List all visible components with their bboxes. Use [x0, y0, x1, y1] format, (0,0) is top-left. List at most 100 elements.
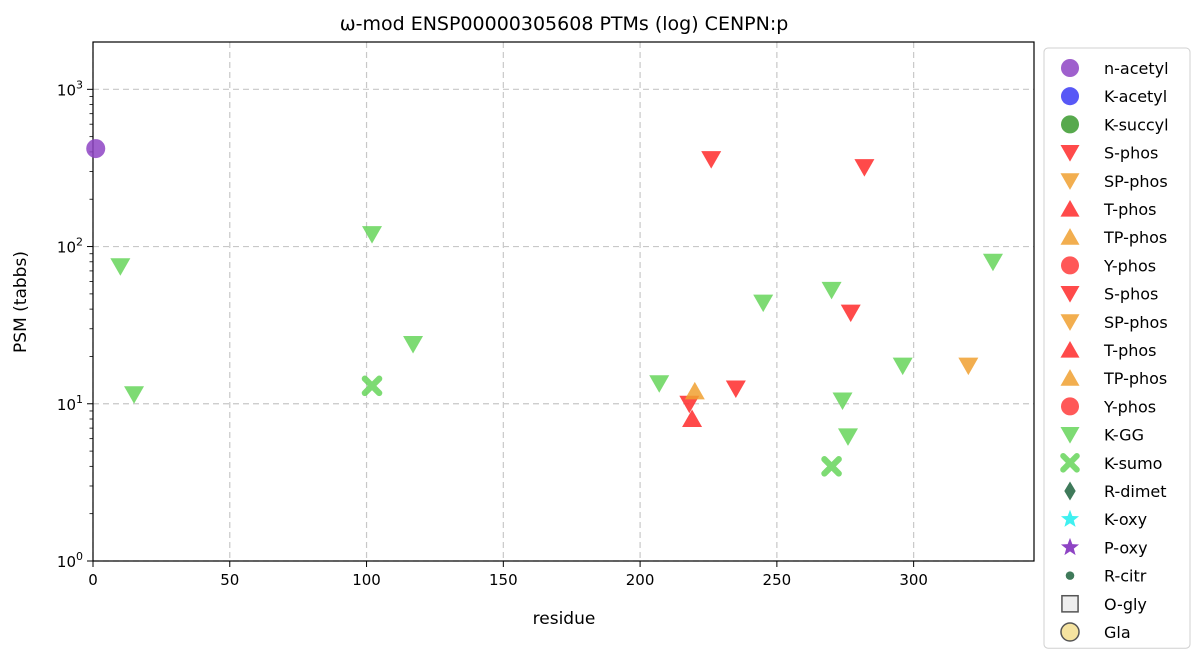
legend-label: K-acetyl — [1104, 87, 1167, 106]
legend: n-acetyl K-acetyl K-succyl S-phos SP-phos T-p… — [1043, 47, 1191, 649]
legend-label: TP-phos — [1103, 369, 1167, 388]
legend-item: n-acetyl — [1060, 58, 1169, 78]
data-point-k-gg — [649, 375, 670, 393]
legend-marker — [1060, 340, 1080, 358]
legend-label: K-sumo — [1104, 454, 1162, 473]
x-tick-label: 200 — [626, 571, 655, 589]
data-point-t-phos — [682, 409, 703, 428]
y-axis-label: PSM (tabbs) — [11, 251, 31, 353]
y-tick-label: 103 — [57, 78, 83, 99]
legend-marker — [1060, 256, 1080, 275]
legend-item: S-phos — [1060, 144, 1158, 163]
x-tick-label: 0 — [88, 571, 98, 589]
legend-marker — [1060, 286, 1080, 303]
legend-label: T-phos — [1103, 341, 1157, 360]
data-point-k-sumo — [361, 375, 383, 397]
data-point-n-acetyl — [86, 139, 106, 159]
legend-item: K-GG — [1060, 426, 1144, 445]
legend-marker — [1064, 481, 1076, 501]
legend-label: K-succyl — [1104, 115, 1169, 134]
legend-label: n-acetyl — [1104, 59, 1169, 78]
legend-marker — [1060, 145, 1080, 162]
legend-marker — [1060, 622, 1080, 642]
legend-marker — [1060, 228, 1080, 245]
data-point-s-phos — [701, 151, 722, 169]
legend-item: S-phos — [1060, 285, 1158, 304]
data-point-k-gg — [403, 335, 424, 354]
data-point-k-gg — [832, 392, 853, 410]
legend-marker — [1060, 369, 1080, 386]
legend-label: R-dimet — [1104, 482, 1167, 501]
legend-label: SP-phos — [1104, 172, 1168, 191]
legend-label: Y-phos — [1103, 256, 1156, 275]
plot-frame — [92, 41, 1035, 562]
legend-label: SP-phos — [1104, 313, 1168, 332]
legend-label: T-phos — [1103, 200, 1157, 219]
legend-item: T-phos — [1060, 340, 1157, 360]
legend-item: K-succyl — [1060, 115, 1169, 134]
legend-marker — [1061, 594, 1079, 613]
data-point-s-phos — [725, 380, 746, 399]
legend-item: SP-phos — [1060, 172, 1168, 191]
legend-box — [1043, 47, 1191, 649]
legend-label: Y-phos — [1103, 397, 1156, 416]
legend-label: P-oxy — [1104, 538, 1148, 557]
legend-marker — [1060, 397, 1080, 416]
legend-item: R-dimet — [1064, 481, 1167, 501]
legend-item: P-oxy — [1060, 537, 1148, 557]
legend-label: S-phos — [1104, 144, 1158, 163]
x-axis-label: residue — [533, 609, 596, 629]
data-point-s-phos — [854, 159, 875, 177]
legend-marker — [1060, 537, 1080, 556]
legend-item: K-acetyl — [1060, 87, 1167, 106]
legend-label: S-phos — [1104, 285, 1158, 304]
legend-marker — [1060, 509, 1080, 527]
legend-item: K-oxy — [1060, 509, 1147, 529]
legend-item: TP-phos — [1060, 228, 1167, 247]
y-tick-label: 102 — [57, 236, 83, 257]
data-point-k-gg — [982, 253, 1003, 272]
legend-label: O-gly — [1104, 595, 1147, 614]
data-point-k-gg — [753, 294, 774, 313]
grid — [92, 42, 1034, 562]
legend-item: Gla — [1060, 622, 1131, 642]
legend-item: Y-phos — [1060, 397, 1156, 416]
y-tick-label: 100 — [57, 550, 83, 571]
x-tick-label: 50 — [220, 571, 239, 589]
data-points — [86, 139, 1003, 477]
legend-item: T-phos — [1060, 199, 1157, 219]
legend-item: Y-phos — [1060, 256, 1156, 275]
data-point-k-sumo — [821, 456, 842, 477]
legend-item: O-gly — [1061, 594, 1147, 614]
legend-item: R-citr — [1065, 567, 1147, 586]
legend-marker — [1060, 173, 1080, 190]
legend-item: SP-phos — [1060, 313, 1168, 332]
y-tick-label: 101 — [57, 393, 83, 414]
legend-marker — [1060, 427, 1080, 444]
legend-marker — [1060, 58, 1080, 78]
legend-label: R-citr — [1104, 567, 1147, 586]
chart-title: ω-mod ENSP00000305608 PTMs (log) CENPN:p — [340, 13, 789, 35]
x-tick-label: 250 — [763, 571, 792, 589]
legend-marker — [1060, 314, 1080, 331]
data-point-k-gg — [892, 357, 913, 376]
legend-marker — [1060, 453, 1080, 473]
legend-marker — [1065, 571, 1075, 580]
legend-item: TP-phos — [1060, 369, 1167, 388]
data-point-s-phos — [840, 304, 861, 323]
legend-marker — [1060, 115, 1080, 134]
plot-area — [93, 42, 1034, 561]
data-point-k-gg — [821, 281, 842, 300]
data-point-k-gg — [362, 226, 383, 244]
legend-marker — [1060, 199, 1080, 217]
data-point-k-gg — [124, 386, 145, 404]
data-point-k-gg — [110, 258, 131, 276]
x-tick-label: 150 — [489, 571, 518, 589]
axes: 0 50 100 150 200 250 300 100 101 102 103 — [57, 41, 1035, 589]
data-point-s-phos — [679, 395, 700, 414]
legend-label: TP-phos — [1103, 228, 1167, 247]
legend-label: Gla — [1104, 623, 1131, 642]
x-tick-label: 100 — [352, 571, 381, 589]
data-point-sp-phos — [958, 357, 979, 376]
